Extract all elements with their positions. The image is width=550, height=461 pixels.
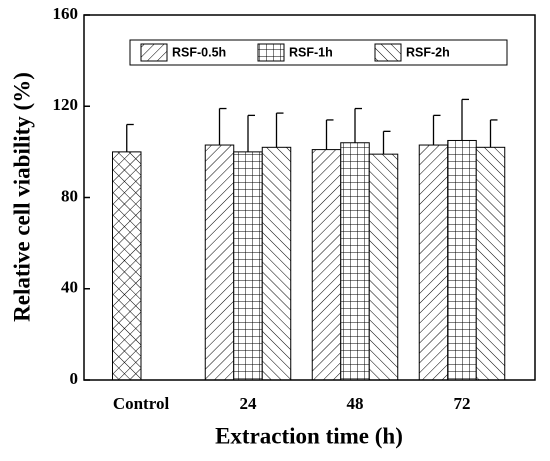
legend-swatch <box>374 43 402 62</box>
bar <box>368 153 399 381</box>
x-axis-label: Extraction time (h) <box>215 423 403 448</box>
legend-box <box>129 39 508 66</box>
bar <box>233 151 263 381</box>
legend-label: RSF-0.5h <box>172 45 226 59</box>
y-tick-label: 0 <box>70 369 79 388</box>
bar <box>112 151 142 381</box>
plot-frame <box>83 14 536 381</box>
legend-swatch <box>257 43 285 62</box>
x-tick-label: Control <box>113 394 170 413</box>
legend-label: RSF-1h <box>289 45 333 59</box>
x-tick-label: 48 <box>347 394 364 413</box>
x-tick-label: 24 <box>240 394 258 413</box>
legend-swatch <box>140 43 168 62</box>
bar <box>447 139 477 381</box>
bar <box>418 144 449 381</box>
bar <box>311 149 342 381</box>
y-tick-label: 80 <box>61 186 78 205</box>
y-tick-label: 160 <box>53 4 79 23</box>
y-axis-label: Relative cell viability (%) <box>9 72 34 322</box>
bar <box>340 142 370 381</box>
x-tick-label: 72 <box>454 394 471 413</box>
y-tick-label: 120 <box>53 95 79 114</box>
y-tick-label: 40 <box>61 278 78 297</box>
bar <box>261 146 292 381</box>
legend-label: RSF-2h <box>406 45 450 59</box>
bar <box>475 146 506 381</box>
bar <box>204 144 235 381</box>
